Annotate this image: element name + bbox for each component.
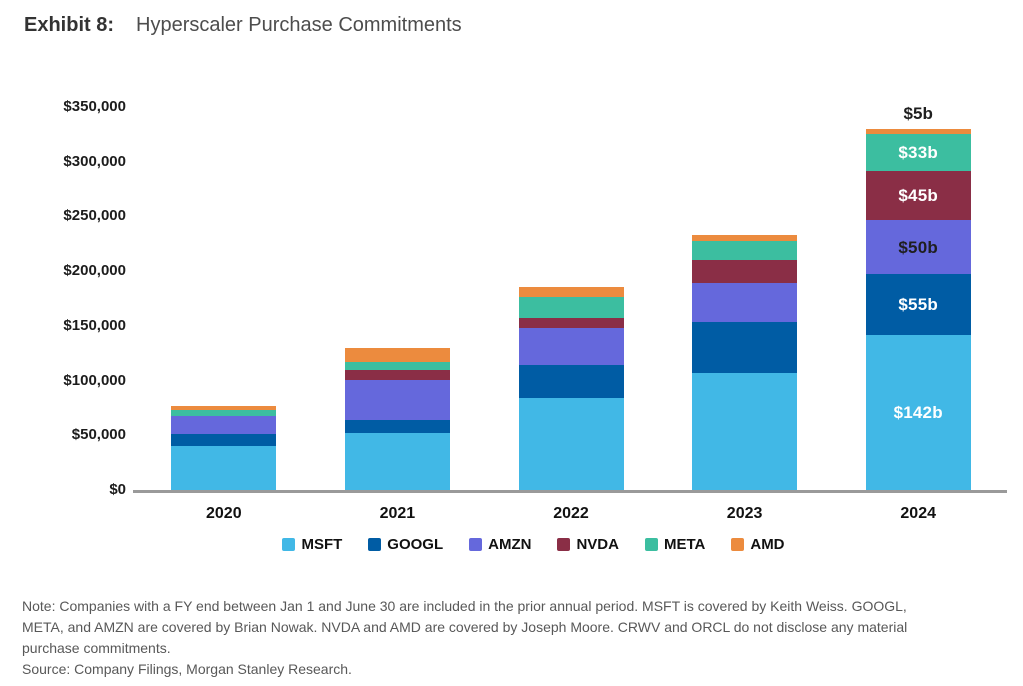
legend-item-amd: AMD xyxy=(731,536,785,553)
bar-segment-amzn-2023 xyxy=(692,283,798,322)
legend-swatch-icon xyxy=(644,538,658,551)
bar-2023 xyxy=(692,235,798,490)
bar-segment-msft-2024: $142b xyxy=(865,334,971,490)
legend-swatch-icon xyxy=(282,538,296,551)
bar-segment-nvda-2022 xyxy=(518,318,624,329)
bar-segment-msft-2021 xyxy=(344,433,450,490)
legend-label: MSFT xyxy=(301,536,343,553)
bar-segment-msft-2023 xyxy=(692,372,798,490)
legend-swatch-icon xyxy=(469,538,483,551)
y-tick-label: $250,000 xyxy=(63,207,126,225)
y-tick-label: $200,000 xyxy=(63,262,126,280)
legend-label: NVDA xyxy=(576,536,619,553)
y-tick-label: $350,000 xyxy=(63,98,126,115)
chart-header: Exhibit 8: Hyperscaler Purchase Commitme… xyxy=(24,14,462,37)
bar-segment-amd-2022 xyxy=(518,286,624,298)
bar-segment-googl-2023 xyxy=(692,321,798,373)
x-tick-label-2020: 2020 xyxy=(206,505,242,522)
bar-segment-meta-2020 xyxy=(171,410,277,416)
stacked-bar-chart: $0 $50,000 $100,000 $150,000 $200,000 $250,00… xyxy=(0,90,1023,570)
legend-swatch-icon xyxy=(731,538,745,551)
y-tick-label: $0 xyxy=(109,481,126,498)
bar-segment-nvda-2024: $45b xyxy=(865,170,971,220)
footnote: Note: Companies with a FY end between Ja… xyxy=(22,596,1007,680)
bar-segment-nvda-2021 xyxy=(344,369,450,380)
bar-segment-googl-2020 xyxy=(171,434,277,447)
bar-segment-meta-2023 xyxy=(692,240,798,261)
segment-value-label: $50b xyxy=(898,237,938,257)
y-tick-label: $50,000 xyxy=(71,426,126,444)
segment-value-label: $142b xyxy=(893,402,943,422)
bar-2021 xyxy=(344,347,450,490)
bar-segment-googl-2022 xyxy=(518,365,624,399)
bar-segment-msft-2022 xyxy=(518,398,624,490)
legend-label: AMZN xyxy=(488,536,532,553)
legend-item-nvda: NVDA xyxy=(557,536,619,553)
chart-legend: MSFT GOOGL AMZN NVDA META AMD xyxy=(22,536,1023,553)
note-line: Note: Companies with a FY end between Ja… xyxy=(22,598,907,614)
bar-segment-googl-2024: $55b xyxy=(865,274,971,335)
segment-value-label: $33b xyxy=(898,142,938,162)
x-axis-baseline xyxy=(133,490,1007,493)
bar-segment-meta-2022 xyxy=(518,297,624,319)
bar-2024: $142b $55b $50b $45b $33b $5b xyxy=(865,105,971,490)
bar-segment-nvda-2023 xyxy=(692,260,798,284)
x-tick-label-2022: 2022 xyxy=(553,505,589,522)
bar-2022 xyxy=(518,286,624,490)
legend-swatch-icon xyxy=(368,538,382,551)
x-tick-label-2024: 2024 xyxy=(900,505,936,522)
bar-segment-amd-2024 xyxy=(865,128,971,135)
above-bar-value-label: $5b xyxy=(903,103,933,123)
segment-value-label: $55b xyxy=(898,295,938,315)
x-tick-label-2021: 2021 xyxy=(379,505,416,522)
legend-item-googl: GOOGL xyxy=(368,536,443,553)
bar-segment-meta-2021 xyxy=(344,362,450,370)
note-text: Note: Companies with a FY end between Ja… xyxy=(22,596,1007,659)
bar-segment-amd-2021 xyxy=(344,347,450,362)
legend-item-msft: MSFT xyxy=(282,536,342,553)
y-tick-label: $150,000 xyxy=(63,316,126,334)
y-tick-label: $100,000 xyxy=(63,371,126,389)
bar-segment-msft-2020 xyxy=(171,446,277,490)
bar-segment-amd-2023 xyxy=(692,235,798,241)
bar-segment-meta-2024: $33b xyxy=(865,134,971,171)
bar-segment-amzn-2024: $50b xyxy=(865,219,971,275)
x-tick-label-2023: 2023 xyxy=(726,505,763,522)
bar-2020 xyxy=(171,405,277,490)
y-tick-label: $300,000 xyxy=(63,152,126,170)
legend-item-meta: META xyxy=(644,536,706,553)
bar-segment-amzn-2022 xyxy=(518,328,624,366)
source-text: Source: Company Filings, Morgan Stanley … xyxy=(22,661,352,677)
bar-segment-amzn-2020 xyxy=(171,415,277,435)
legend-label: AMD xyxy=(750,536,785,553)
segment-value-label: $45b xyxy=(898,185,938,205)
note-line: META, and AMZN are covered by Brian Nowa… xyxy=(22,619,908,635)
exhibit-label: Exhibit 8: xyxy=(24,14,115,36)
bar-segment-googl-2021 xyxy=(344,419,450,434)
plot-area: $142b $55b $50b $45b $33b $5b xyxy=(133,105,1007,493)
bar-segment-amd-2020 xyxy=(171,405,277,411)
legend-item-amzn: AMZN xyxy=(469,536,531,553)
note-line: purchase commitments. xyxy=(22,640,171,656)
legend-label: GOOGL xyxy=(387,536,444,553)
bar-segment-amzn-2021 xyxy=(344,379,450,420)
legend-swatch-icon xyxy=(557,538,571,551)
legend-label: META xyxy=(663,536,706,553)
page-title: Hyperscaler Purchase Commitments xyxy=(136,14,462,36)
